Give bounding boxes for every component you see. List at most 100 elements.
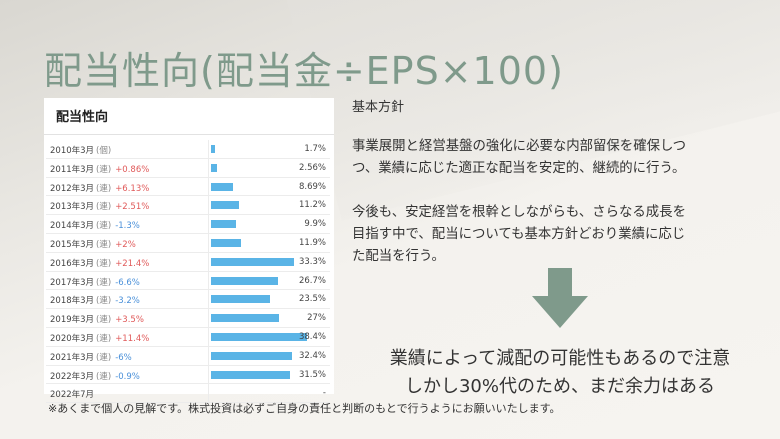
row-divider <box>208 233 209 252</box>
row-divider <box>208 327 209 346</box>
table-row: 2022年7月 - <box>46 384 330 404</box>
table-row: 2022年3月 (連) -0.9% 31.5% <box>46 365 330 385</box>
row-year: 2019年3月 <box>50 315 95 326</box>
row-value: 2.56% <box>298 162 326 173</box>
table-row: 2021年3月 (連) -6% 32.4% <box>46 346 330 366</box>
row-kind: (連) <box>96 296 112 307</box>
row-value: 31.5% <box>298 369 326 380</box>
row-value: 11.9% <box>298 237 326 248</box>
table-title: 配当性向 <box>56 110 109 125</box>
row-year: 2022年7月 <box>50 390 95 401</box>
row-bar <box>211 370 290 379</box>
conclusion-line-1: 業績によって減配の可能性もあるので注意 <box>389 348 731 369</box>
row-bar <box>211 201 239 210</box>
row-divider <box>208 140 209 158</box>
row-year-cell: 2016年3月 (連) +21.4% <box>50 257 149 269</box>
row-change: -6% <box>115 352 132 363</box>
table-row: 2020年3月 (連) +11.4% 38.4% <box>46 327 330 347</box>
down-arrow-icon <box>532 268 588 328</box>
table-row: 2016年3月 (連) +21.4% 33.3% <box>46 252 330 272</box>
row-divider <box>208 365 209 384</box>
row-value: - <box>322 388 326 399</box>
row-bar <box>211 295 270 304</box>
row-change: +0.86% <box>115 164 150 175</box>
row-kind: (連) <box>96 315 112 326</box>
row-year-cell: 2020年3月 (連) +11.4% <box>50 332 149 344</box>
row-bar <box>211 351 292 360</box>
row-year-cell: 2011年3月 (連) +0.86% <box>50 163 149 175</box>
row-kind: (連) <box>96 164 112 175</box>
row-year-cell: 2022年7月 <box>50 388 100 400</box>
table-row: 2013年3月 (連) +2.51% 11.2% <box>46 196 330 216</box>
row-bar <box>211 276 278 285</box>
row-change: +2.51% <box>115 202 150 213</box>
row-bar <box>211 314 279 323</box>
row-kind: (連) <box>96 352 112 363</box>
row-year-cell: 2022年3月 (連) -0.9% <box>50 370 140 382</box>
table-rows: 2010年3月 (個) 1.7% 2011年3月 (連) +0.86% 2.56% 2012年… <box>46 140 330 404</box>
row-change: +2% <box>115 239 136 250</box>
row-change: +21.4% <box>115 258 150 269</box>
table-row: 2011年3月 (連) +0.86% 2.56% <box>46 158 330 178</box>
policy-heading: 基本方針 <box>352 100 405 115</box>
row-year: 2010年3月 <box>50 146 95 156</box>
table-row: 2019年3月 (連) +3.5% 27% <box>46 309 330 328</box>
row-year-cell: 2015年3月 (連) +2% <box>50 238 136 250</box>
row-year-cell: 2018年3月 (連) -3.2% <box>50 294 140 306</box>
row-year-cell: 2012年3月 (連) +6.13% <box>50 182 149 194</box>
policy-paragraph-2: 今後も、安定経営を根幹としながらも、さらなる成長を 目指す中で、配当についても基… <box>352 202 772 268</box>
row-divider <box>208 290 209 309</box>
row-divider <box>208 252 209 271</box>
policy-paragraph-2-line-1: 今後も、安定経営を根幹としながらも、さらなる成長を <box>352 205 686 220</box>
row-change: +11.4% <box>115 333 150 344</box>
row-divider <box>208 346 209 365</box>
row-year: 2022年3月 <box>50 371 95 382</box>
row-change: +3.5% <box>115 315 144 326</box>
row-value: 32.4% <box>298 350 326 361</box>
row-divider <box>208 384 209 403</box>
row-year: 2021年3月 <box>50 352 95 363</box>
row-bar <box>211 182 233 191</box>
row-year-cell: 2010年3月 (個) <box>50 144 115 156</box>
row-change: +6.13% <box>115 183 150 194</box>
row-divider <box>208 158 209 177</box>
row-bar <box>211 220 236 229</box>
row-year: 2018年3月 <box>50 296 95 307</box>
row-year: 2013年3月 <box>50 202 95 213</box>
row-bar <box>211 145 216 153</box>
page-title: 配当性向(配当金÷EPS×100) <box>44 49 564 93</box>
row-year: 2017年3月 <box>50 277 95 288</box>
row-year-cell: 2021年3月 (連) -6% <box>50 351 132 363</box>
row-divider <box>208 196 209 215</box>
row-value: 23.5% <box>298 294 326 305</box>
row-kind: (個) <box>96 146 112 156</box>
table-row: 2015年3月 (連) +2% 11.9% <box>46 233 330 253</box>
row-value: 8.69% <box>298 181 326 192</box>
row-kind: (連) <box>96 258 112 269</box>
row-year: 2012年3月 <box>50 183 95 194</box>
row-year: 2016年3月 <box>50 258 95 269</box>
row-kind: (連) <box>96 333 112 344</box>
disclaimer: ※あくまで個人の見解です。株式投資は必ずご自身の責任と判断のもとで行うようにお願… <box>48 402 561 415</box>
row-year-cell: 2017年3月 (連) -6.6% <box>50 276 140 288</box>
conclusion-line-2: しかし30%代のため、まだ余力はある <box>404 376 715 397</box>
policy-paragraph-1-line-1: 事業展開と経営基盤の強化に必要な内部留保を確保しつ <box>352 139 686 154</box>
table-row: 2010年3月 (個) 1.7% <box>46 140 330 159</box>
row-divider <box>208 215 209 233</box>
row-year: 2020年3月 <box>50 333 95 344</box>
row-value: 33.3% <box>298 256 326 267</box>
row-kind: (連) <box>96 221 112 232</box>
policy-paragraph-1-line-2: つ、業績に応じた適正な配当を安定的、継続的に行う。 <box>352 161 686 176</box>
row-divider <box>208 309 209 327</box>
row-year: 2011年3月 <box>50 164 95 175</box>
payout-ratio-table: 配当性向 2010年3月 (個) 1.7% 2011年3月 (連) +0.86% 2.56%… <box>44 98 334 404</box>
row-bar <box>211 257 295 266</box>
row-bar <box>211 163 218 172</box>
row-year-cell: 2013年3月 (連) +2.51% <box>50 200 149 212</box>
table-title-divider <box>44 134 334 135</box>
row-value: 11.2% <box>298 200 326 211</box>
row-value: 38.4% <box>298 331 326 342</box>
row-change: -6.6% <box>115 277 140 288</box>
row-value: 1.7% <box>304 144 326 154</box>
row-year-cell: 2019年3月 (連) +3.5% <box>50 313 144 325</box>
